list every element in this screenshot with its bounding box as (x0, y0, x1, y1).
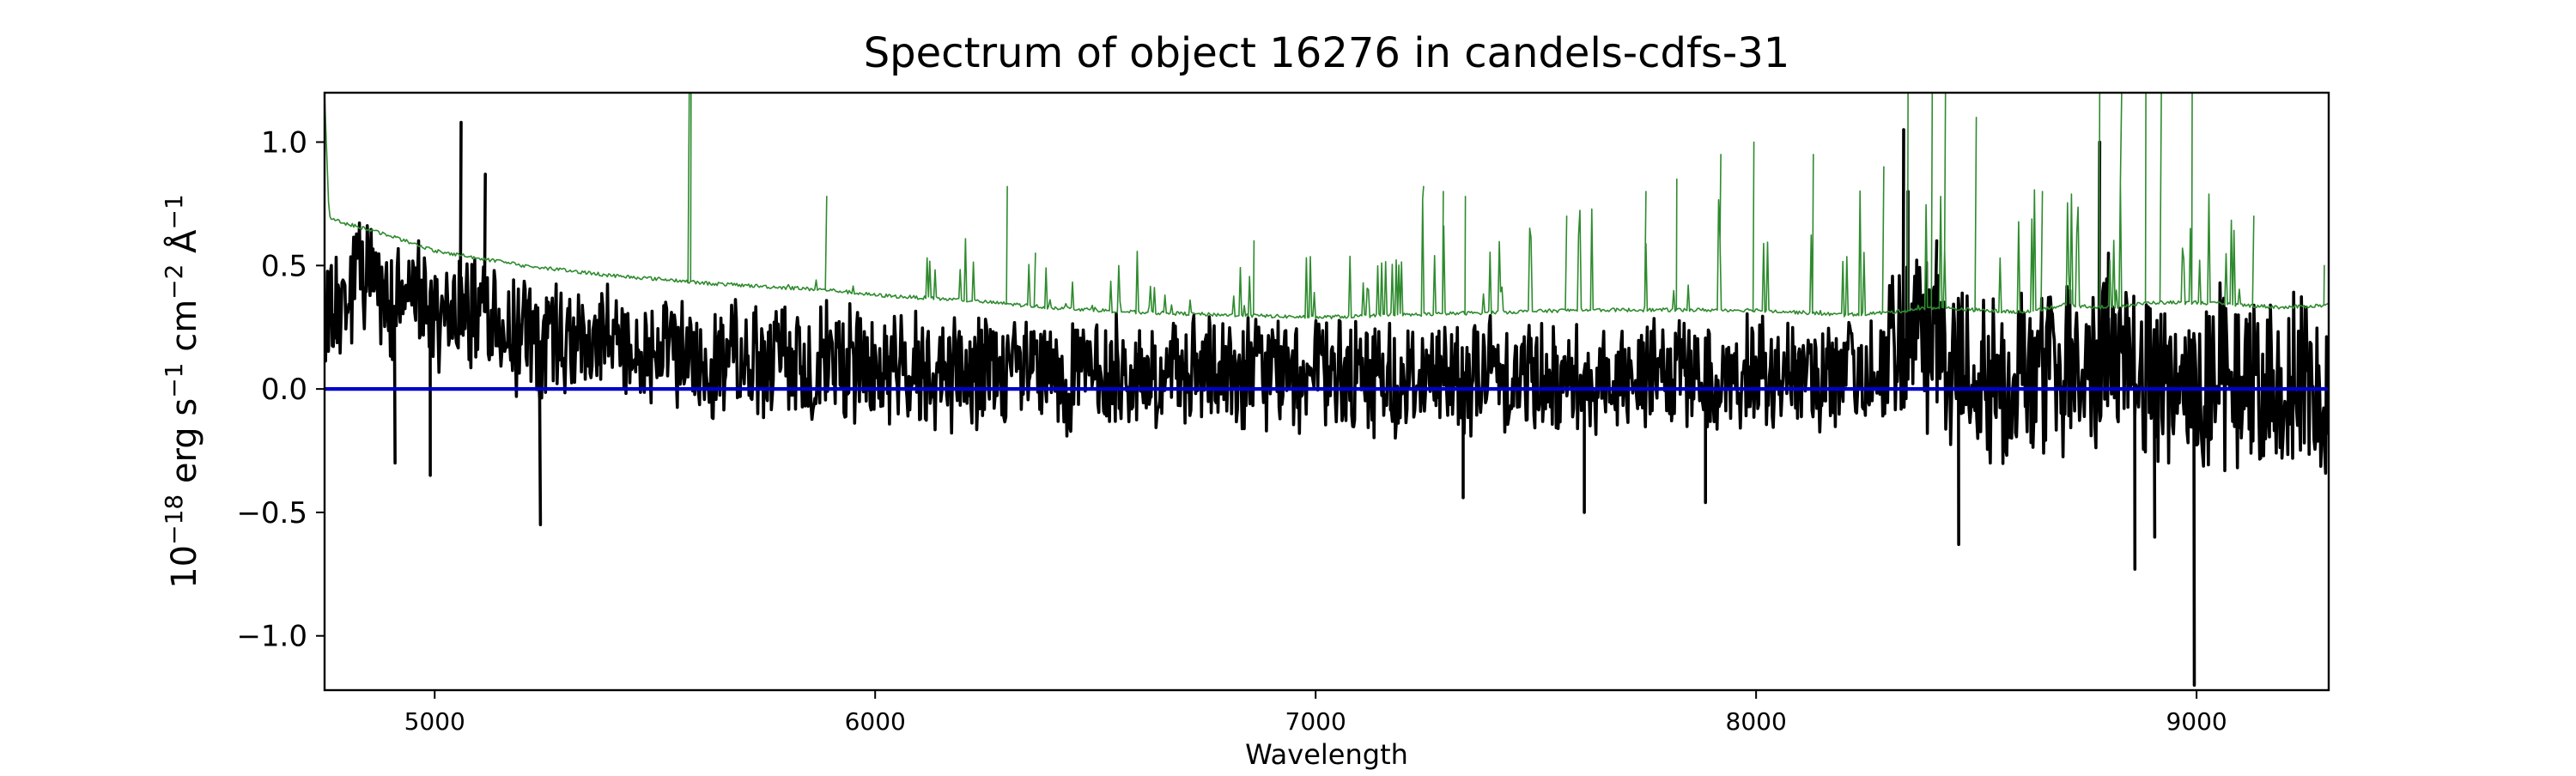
y-axis-label-part: cm (165, 300, 204, 363)
x-tick-label: 9000 (2166, 707, 2227, 736)
chart-title: Spectrum of object 16276 in candels-cdfs… (864, 29, 1790, 77)
y-tick-label: 1.0 (261, 126, 307, 161)
x-tick-label: 5000 (404, 707, 465, 736)
y-tick-label: −1.0 (236, 620, 307, 654)
y-axis-label-part: erg s (165, 398, 204, 494)
x-tick-label: 6000 (845, 707, 906, 736)
y-axis-label-part: −1 (160, 363, 188, 398)
y-tick-label: 0.0 (261, 373, 307, 407)
y-axis-label: 10−18 erg s−1 cm−2 Å−1 (160, 194, 205, 589)
y-axis-label-part: Å (163, 229, 204, 264)
y-axis-label-part: −1 (160, 194, 188, 229)
plot-area (323, 91, 2330, 692)
y-axis-label-part: −2 (160, 264, 188, 300)
x-tick-label: 8000 (1726, 707, 1787, 736)
x-axis-label: Wavelength (1245, 738, 1408, 771)
plot-frame (323, 91, 2330, 692)
y-axis-label-part: 10 (165, 545, 204, 589)
y-axis-label-part: −18 (160, 494, 188, 545)
series-line-flux (325, 120, 2329, 687)
series-line-error (325, 93, 2329, 320)
x-axis: 5000 6000 7000 8000 9000 (404, 690, 2227, 736)
y-tick-label: 0.5 (261, 249, 307, 283)
x-tick-label: 7000 (1285, 707, 1346, 736)
y-axis: −1.0 −0.5 0.0 0.5 1.0 (236, 126, 325, 654)
series-layer (325, 93, 2329, 687)
y-tick-label: −0.5 (236, 496, 307, 530)
